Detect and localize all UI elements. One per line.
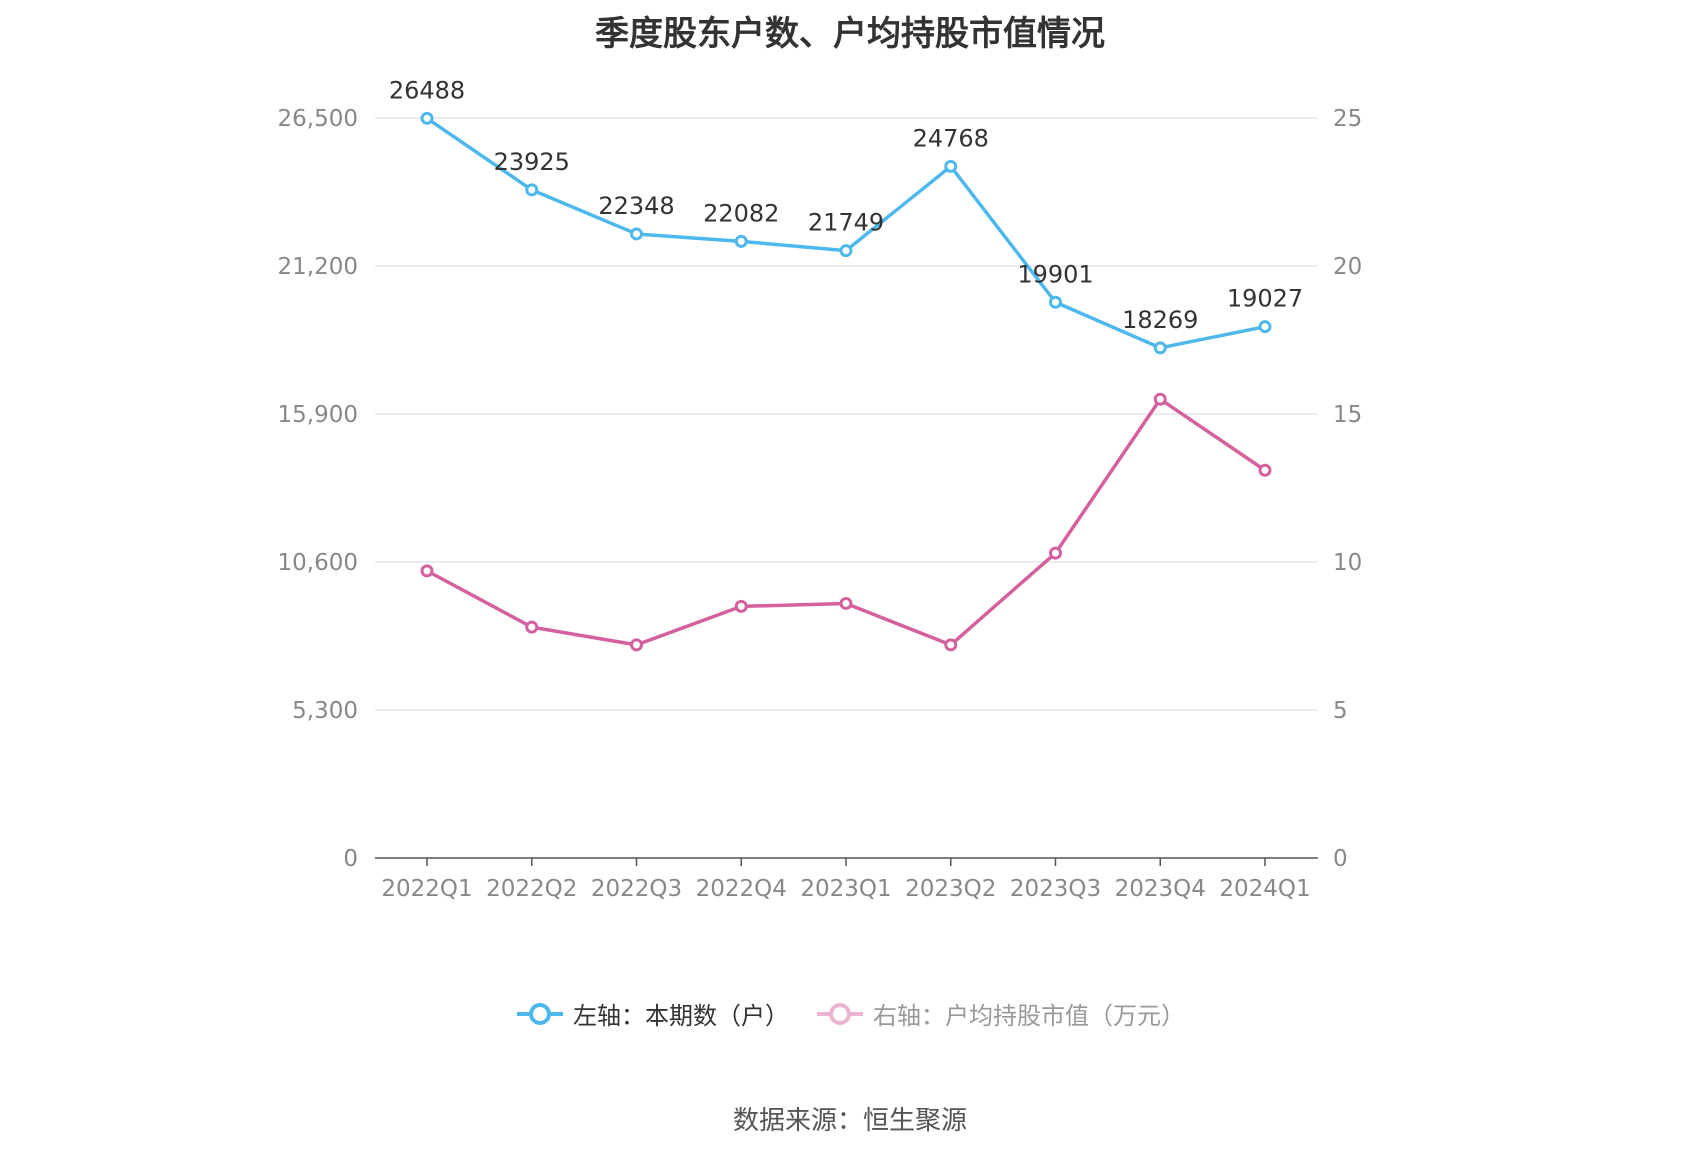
right-axis-tick-label: 10 bbox=[1333, 550, 1362, 576]
legend-marker-left-icon bbox=[517, 1002, 563, 1025]
legend-item-left-series[interactable]: 左轴：本期数（户） bbox=[515, 996, 789, 1031]
x-axis-tick-label: 2022Q1 bbox=[381, 876, 472, 902]
data-label: 26488 bbox=[389, 76, 465, 104]
left-axis-tick-label: 26,500 bbox=[278, 106, 358, 132]
data-label: 19901 bbox=[1017, 260, 1093, 288]
data-point bbox=[1258, 320, 1272, 334]
x-axis-tick-label: 2023Q4 bbox=[1115, 876, 1206, 902]
data-point bbox=[1049, 295, 1062, 309]
series bbox=[420, 111, 1272, 652]
x-axis-tick-label: 2023Q3 bbox=[1010, 876, 1101, 902]
data-label: 22348 bbox=[598, 192, 674, 220]
right-axis-tick-label: 5 bbox=[1333, 698, 1348, 724]
legend-label-right-series: 右轴：户均持股市值（万元） bbox=[873, 1002, 1185, 1030]
data-label: 23925 bbox=[494, 148, 570, 176]
data-label: 24768 bbox=[913, 124, 989, 152]
data-point bbox=[1049, 546, 1062, 560]
legend-marker-right-icon bbox=[817, 1002, 863, 1025]
data-source-note: 数据来源：恒生聚源 bbox=[732, 1106, 967, 1136]
data-point bbox=[944, 159, 958, 173]
data-point bbox=[1258, 463, 1272, 477]
data-point bbox=[420, 111, 434, 125]
x-axis-tick-label: 2023Q1 bbox=[800, 876, 891, 902]
gridlines bbox=[375, 117, 1318, 711]
left-axis-tick-label: 21,200 bbox=[278, 254, 358, 280]
data-point bbox=[630, 227, 643, 241]
right-axis-tick-label: 15 bbox=[1333, 402, 1362, 428]
data-point bbox=[630, 638, 643, 652]
left-axis-tick-label: 10,600 bbox=[278, 550, 358, 576]
x-axis-tick-label: 2023Q2 bbox=[905, 876, 996, 902]
legend: 左轴：本期数（户） 右轴：户均持股市值（万元） bbox=[0, 996, 1700, 1031]
right-axis-tick-label: 25 bbox=[1333, 106, 1362, 132]
data-label: 21749 bbox=[808, 209, 884, 237]
data-point bbox=[525, 183, 539, 197]
x-axis-tick-label: 2024Q1 bbox=[1219, 876, 1310, 902]
data-label: 22082 bbox=[703, 199, 779, 227]
data-label: 18269 bbox=[1122, 306, 1198, 334]
data-point bbox=[734, 234, 748, 248]
data-point bbox=[1153, 341, 1167, 355]
x-axis-tick-label: 2022Q4 bbox=[696, 876, 787, 902]
data-point bbox=[839, 596, 853, 610]
x-axis-tick-label: 2022Q2 bbox=[486, 876, 577, 902]
legend-label-left-series: 左轴：本期数（户） bbox=[573, 1002, 789, 1030]
data-point bbox=[420, 564, 434, 578]
data-labels: 26488 23925 22348 22082 21749 24768 19901 18269… bbox=[389, 76, 1303, 334]
data-point bbox=[525, 620, 539, 634]
data-label: 19027 bbox=[1227, 285, 1303, 313]
data-point bbox=[734, 599, 748, 613]
data-point bbox=[1153, 392, 1167, 406]
legend-item-right-series[interactable]: 右轴：户均持股市值（万元） bbox=[815, 996, 1185, 1031]
x-axis-tick-label: 2022Q3 bbox=[591, 876, 682, 902]
left-axis-tick-label: 0 bbox=[343, 846, 358, 872]
data-point bbox=[944, 638, 958, 652]
right-axis-tick-label: 0 bbox=[1333, 846, 1348, 872]
chart-title: 季度股东户数、户均持股市值情况 bbox=[595, 14, 1105, 54]
data-point bbox=[839, 244, 853, 258]
axes: 0 5,300 10,600 15,900 21,200 26,500 0 5 10 15 20 25… bbox=[278, 106, 1363, 902]
right-axis-tick-label: 20 bbox=[1333, 254, 1362, 280]
left-axis-tick-label: 5,300 bbox=[292, 698, 358, 724]
left-axis-tick-label: 15,900 bbox=[278, 402, 358, 428]
